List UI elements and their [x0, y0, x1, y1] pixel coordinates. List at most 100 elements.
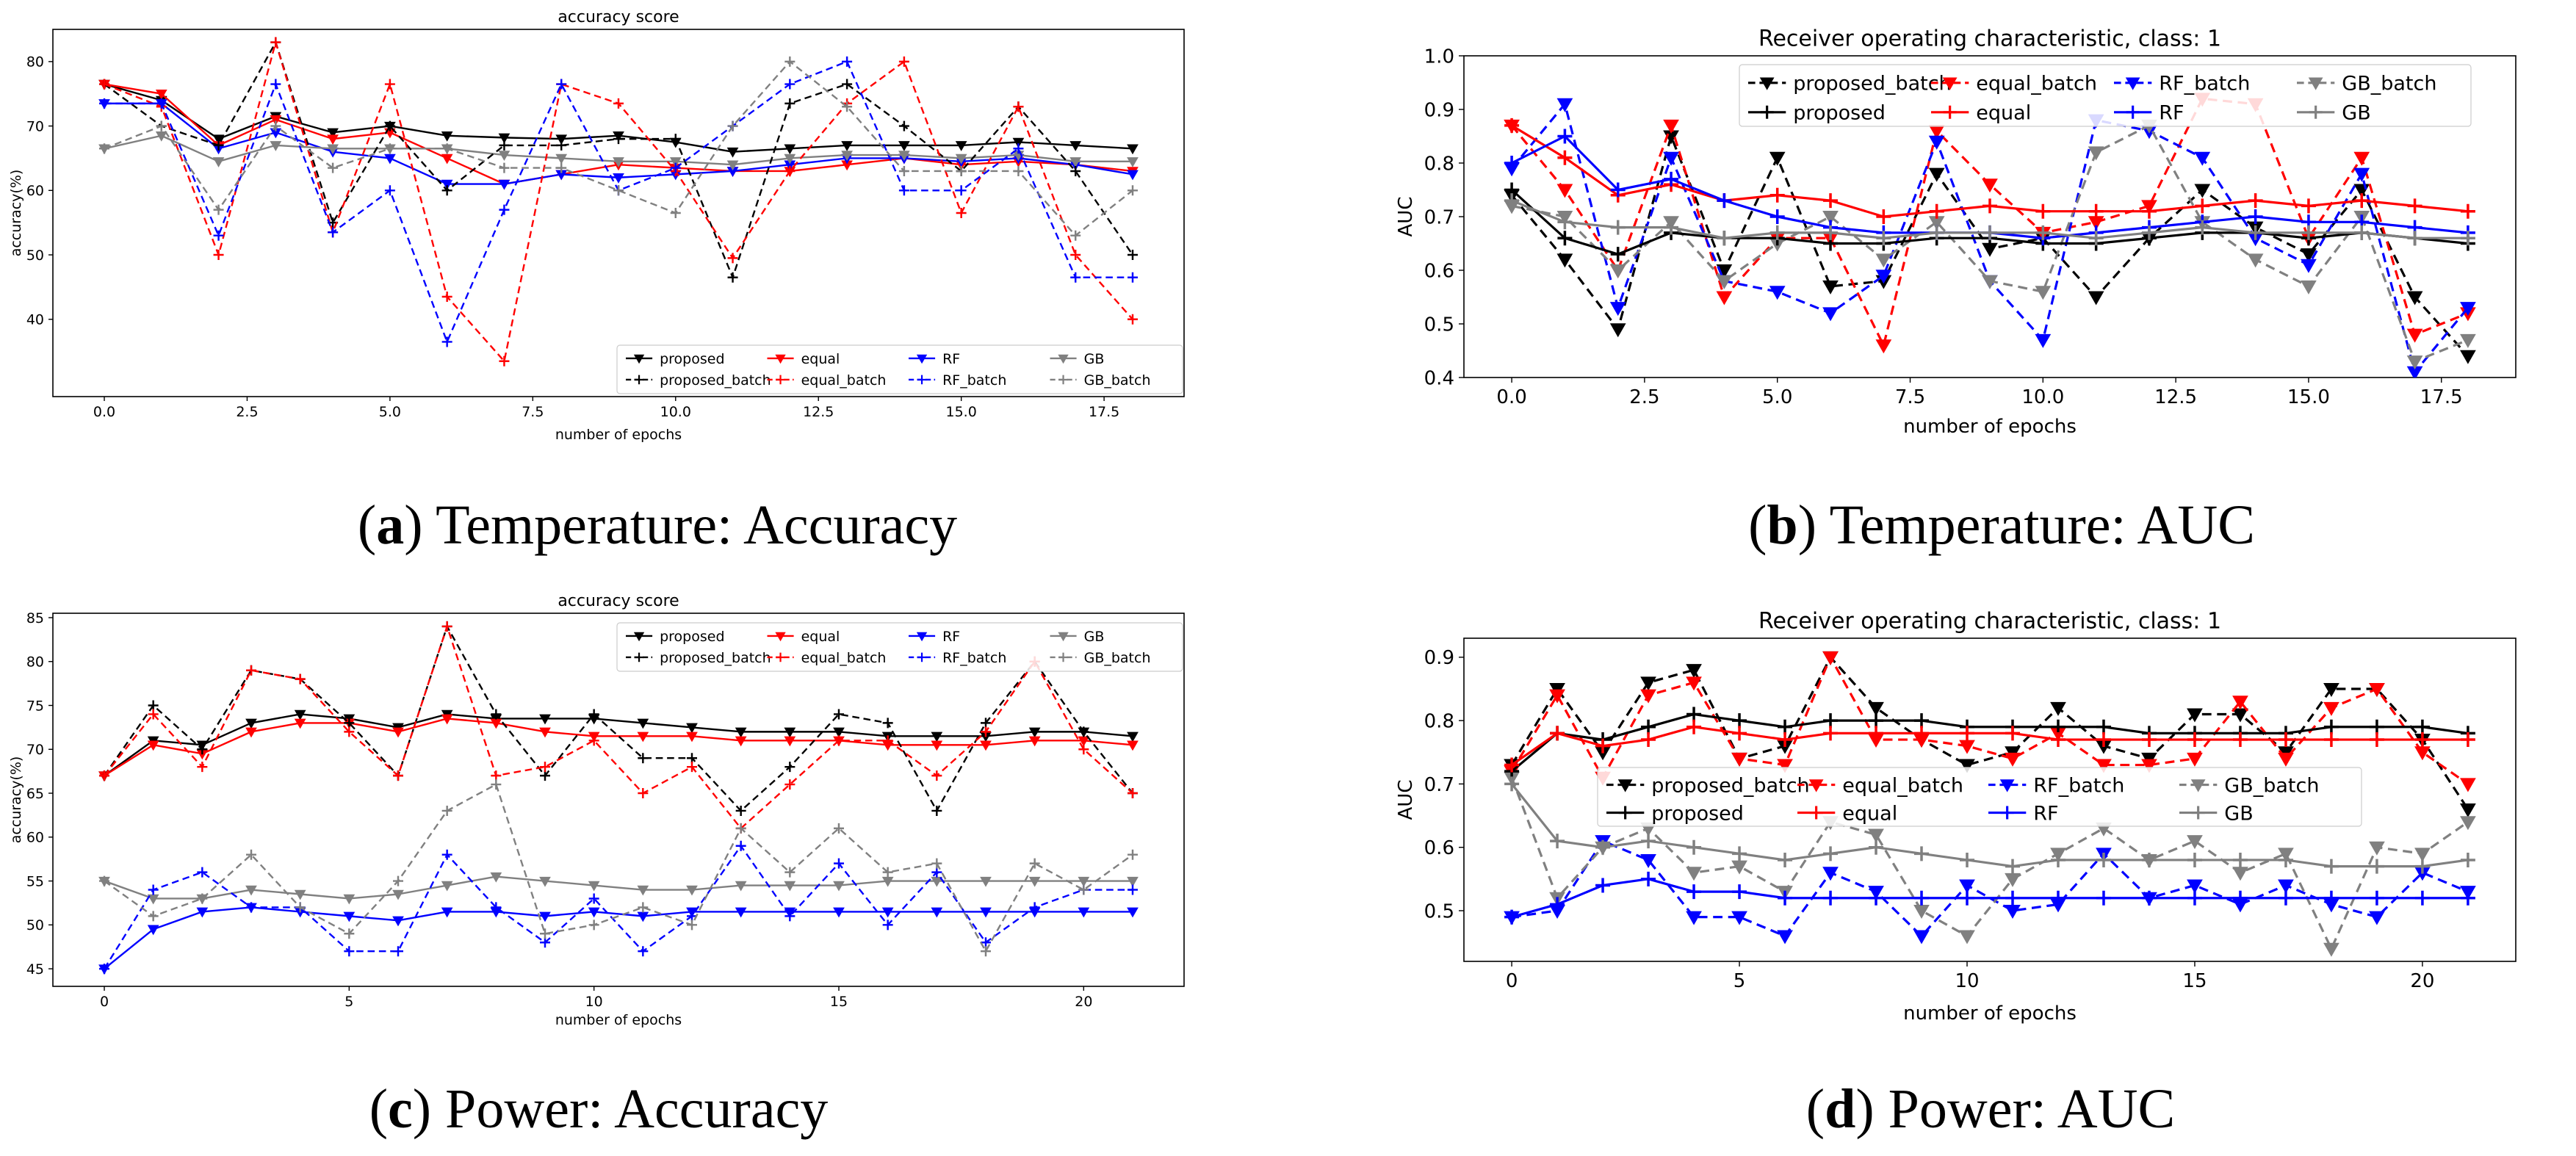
data-point-RF-batch	[499, 204, 510, 215]
x-tick-label: 0.0	[1496, 386, 1526, 408]
chart-temperature-accuracy: accuracy score 0.0 2.5 5.0 7.5 10.0 12.5 15.0 17…	[8, 8, 1185, 443]
data-point-equal	[2369, 732, 2384, 748]
data-point-RF	[2096, 890, 2111, 906]
legend-box	[616, 622, 1183, 672]
data-point-equal-batch	[499, 355, 510, 366]
data-point-GB	[441, 881, 453, 892]
y-tick-label: 60	[26, 183, 44, 199]
data-point-equal-batch	[1777, 759, 1793, 773]
y-tick-label: 40	[26, 312, 44, 328]
legend-marker-proposed	[1760, 105, 1774, 119]
data-point-RF-batch	[931, 867, 942, 878]
x-tick-label: 7.5	[522, 404, 544, 420]
data-point-proposed-batch	[1070, 165, 1081, 176]
data-point-equal	[294, 718, 306, 729]
x-tick-label: 7.5	[1895, 386, 1925, 408]
series-line-proposed	[104, 713, 1133, 777]
x-tick-label: 5.0	[379, 404, 401, 420]
data-point-equal-batch	[148, 709, 159, 720]
data-point-proposed-batch	[638, 753, 649, 764]
data-point-RF-batch	[1928, 135, 1945, 150]
data-point-proposed	[1778, 719, 1793, 734]
data-point-GB-batch	[1128, 185, 1138, 196]
data-point-proposed	[1012, 137, 1025, 148]
data-point-equal-batch	[1013, 101, 1024, 112]
data-point-proposed-batch	[2406, 291, 2423, 306]
legend-marker-equal-batch	[776, 652, 785, 662]
data-point-proposed-batch	[441, 185, 452, 196]
data-point-proposed	[441, 131, 453, 142]
data-point-RF	[2460, 890, 2475, 906]
data-point-RF	[1664, 171, 1679, 187]
data-point-proposed-batch	[1078, 726, 1089, 737]
data-point-proposed	[931, 731, 943, 743]
x-tick-label: 17.5	[2420, 386, 2463, 408]
data-point-RF-batch	[2460, 302, 2476, 317]
data-point-GB-batch	[1029, 858, 1040, 869]
legend-marker-proposed-batch	[634, 652, 644, 662]
data-point-GB	[1557, 214, 1573, 230]
data-point-GB	[245, 885, 257, 896]
data-point-RF-batch	[99, 98, 109, 109]
data-point-equal-batch	[540, 762, 550, 773]
data-point-GB-batch	[384, 143, 395, 154]
data-point-equal-batch	[344, 726, 355, 737]
data-point-RF	[2050, 890, 2066, 906]
data-point-GB-batch	[1868, 828, 1884, 843]
data-point-proposed	[784, 727, 796, 738]
data-point-equal-batch	[898, 56, 909, 67]
data-point-equal-batch	[393, 770, 403, 781]
legend-marker-equal	[775, 354, 786, 364]
data-point-RF	[1732, 884, 1747, 900]
data-point-proposed	[1823, 713, 1839, 729]
data-point-RF-batch	[1070, 272, 1081, 283]
data-point-RF-batch	[2353, 167, 2370, 182]
legend-label-GB: GB	[1084, 629, 1105, 645]
data-point-proposed	[1641, 719, 1656, 734]
data-point-proposed	[784, 144, 796, 155]
legend-label-equal: equal	[801, 351, 840, 367]
data-point-GB	[2005, 859, 2020, 874]
data-point-proposed-batch	[213, 140, 224, 151]
data-point-equal	[2278, 732, 2293, 748]
data-point-GB	[898, 151, 910, 162]
data-point-equal	[2414, 732, 2430, 748]
legend-marker-RF	[2126, 105, 2140, 119]
legend-marker-GB	[2191, 806, 2205, 820]
y-tick-label: 60	[26, 830, 44, 846]
data-point-equal	[931, 740, 943, 751]
data-point-RF-batch	[735, 840, 746, 851]
data-point-GB-batch	[727, 120, 738, 131]
data-point-RF-batch	[1029, 902, 1040, 913]
data-point-RF-batch	[99, 964, 109, 975]
data-point-equal-batch	[2005, 752, 2021, 767]
data-point-RF-batch	[1640, 853, 1656, 868]
x-tick-label: 10.0	[2021, 386, 2064, 408]
data-point-proposed-batch	[197, 744, 208, 755]
data-point-GB-batch	[1070, 230, 1081, 241]
data-point-RF	[1078, 907, 1090, 918]
data-point-GB	[784, 881, 796, 892]
data-point-equal	[2141, 732, 2157, 748]
data-point-equal	[2301, 198, 2316, 214]
data-point-equal	[1127, 740, 1139, 751]
series-line-equal	[1511, 726, 2468, 766]
data-point-GB	[392, 889, 404, 900]
data-point-equal	[2141, 203, 2157, 219]
series-line-GB-batch	[104, 783, 1133, 953]
y-tick-label: 0.5	[1424, 314, 1454, 336]
data-point-equal-batch	[1070, 250, 1081, 261]
legend-marker-GB	[2309, 105, 2323, 119]
data-point-proposed-batch	[2187, 708, 2203, 723]
data-point-GB-batch	[2460, 333, 2476, 348]
data-point-GB-batch	[1013, 165, 1024, 176]
legend-label-equal-batch: equal_batch	[801, 650, 887, 666]
data-point-GB-batch	[156, 120, 167, 131]
data-point-equal-batch	[1982, 178, 1998, 193]
data-point-GB	[2369, 859, 2384, 874]
data-point-equal	[1869, 726, 1884, 741]
data-point-GB-batch	[1959, 930, 1975, 944]
data-point-GB-batch	[613, 185, 624, 196]
data-point-proposed	[955, 141, 967, 151]
data-point-equal	[441, 714, 453, 725]
